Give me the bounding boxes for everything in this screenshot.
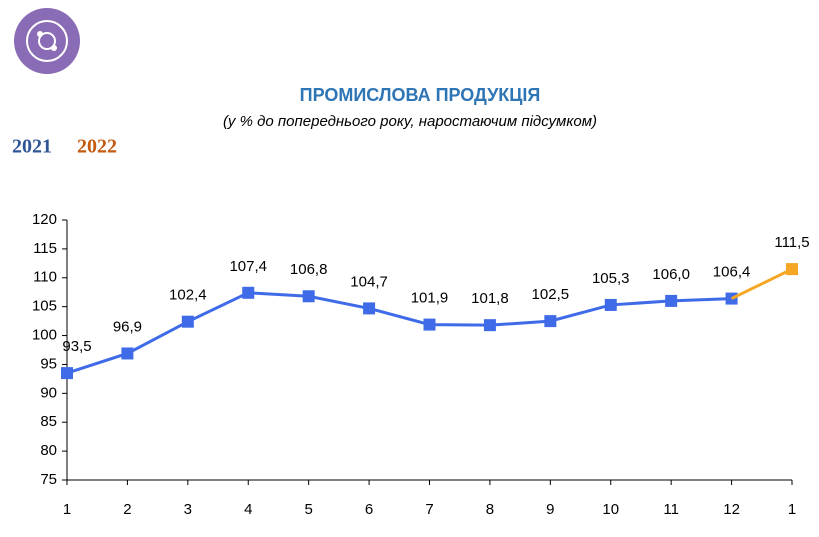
marker — [604, 298, 617, 311]
value-label: 102,4 — [169, 287, 207, 304]
value-label: 96,9 — [113, 318, 142, 335]
x-tick-label: 5 — [304, 501, 312, 518]
chart-subtitle: (у % до попереднього року, наростаючим п… — [223, 113, 597, 130]
x-tick-label: 3 — [184, 501, 192, 518]
value-label: 104,7 — [350, 273, 388, 290]
y-tick-label: 100 — [32, 327, 57, 344]
value-label: 102,5 — [532, 286, 570, 303]
y-tick-label: 110 — [33, 269, 57, 286]
marker — [786, 263, 798, 276]
y-tick-label: 120 — [32, 211, 57, 228]
x-tick-label: 1 — [788, 501, 796, 518]
x-tick-label: 6 — [365, 501, 373, 518]
marker — [483, 319, 496, 332]
x-tick-label: 2 — [123, 501, 131, 518]
marker — [181, 315, 194, 328]
y-tick-label: 95 — [40, 355, 57, 372]
marker — [665, 294, 678, 307]
x-tick-label: 9 — [546, 501, 554, 518]
chart-title: ПРОМИСЛОВА ПРОДУКЦІЯ — [300, 85, 541, 105]
legend-label: 2021 — [12, 136, 52, 158]
connector — [730, 267, 793, 300]
y-tick-label: 105 — [32, 298, 57, 315]
x-tick-label: 4 — [244, 501, 252, 518]
x-tick-label: 10 — [602, 501, 619, 518]
value-label: 93,5 — [62, 338, 91, 355]
y-tick-label: 75 — [40, 471, 57, 488]
x-tick-label: 1 — [63, 501, 71, 518]
x-tick-label: 8 — [486, 501, 494, 518]
x-tick-label: 12 — [723, 501, 740, 518]
y-tick-label: 85 — [40, 413, 57, 430]
value-label: 105,3 — [592, 270, 630, 287]
value-label: 106,4 — [713, 264, 751, 281]
marker — [242, 286, 255, 299]
legend-label: 2022 — [77, 136, 117, 158]
x-tick-label: 11 — [663, 501, 679, 518]
y-tick-label: 90 — [40, 384, 57, 401]
value-label: 106,8 — [290, 261, 328, 278]
line — [66, 291, 732, 375]
value-label: 101,9 — [411, 290, 449, 307]
value-label: 101,8 — [471, 290, 509, 307]
marker — [61, 367, 73, 380]
value-label: 111,5 — [774, 234, 809, 251]
marker — [363, 302, 376, 315]
x-tick-label: 7 — [425, 501, 433, 518]
value-label: 107,4 — [229, 258, 267, 275]
marker — [423, 318, 436, 331]
marker — [544, 315, 557, 328]
y-tick-label: 115 — [33, 240, 57, 257]
marker — [302, 290, 315, 303]
y-tick-label: 80 — [40, 442, 57, 459]
logo-icon — [14, 8, 80, 74]
value-label: 106,0 — [652, 266, 690, 283]
marker — [121, 347, 134, 360]
